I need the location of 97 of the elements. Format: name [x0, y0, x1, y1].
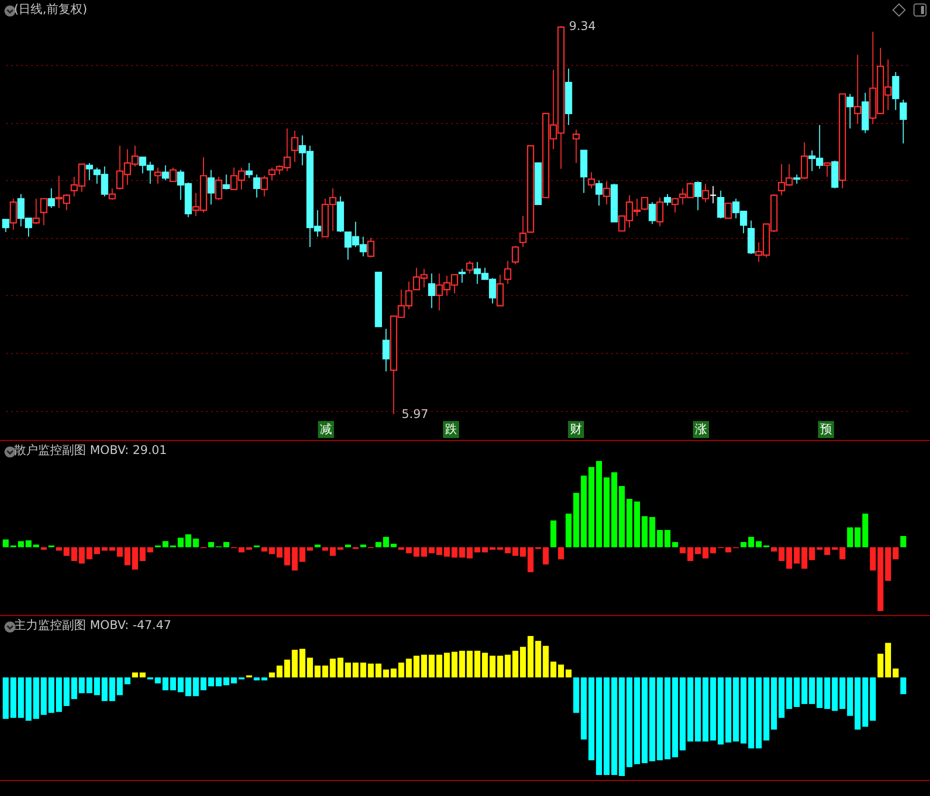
candlestick [824, 162, 831, 178]
bar [611, 677, 618, 776]
candlestick [846, 93, 854, 129]
bar [900, 536, 906, 548]
candlestick [572, 129, 580, 164]
bar [345, 544, 351, 548]
bar [558, 547, 564, 560]
candlestick [382, 328, 390, 372]
bar [718, 677, 724, 744]
candlestick [367, 237, 374, 258]
bar [185, 534, 192, 548]
bar [862, 514, 868, 548]
bar [573, 677, 580, 713]
candlestick [246, 162, 253, 178]
candlestick [603, 180, 610, 205]
candlestick [710, 186, 717, 204]
bar [680, 547, 686, 554]
bar [2, 677, 9, 719]
bar [900, 677, 906, 694]
bar [147, 547, 154, 552]
bar [611, 472, 618, 548]
candlestick [512, 245, 519, 265]
bar [2, 539, 9, 548]
chart-title: (日线,前复权) [14, 2, 88, 16]
bar [322, 547, 328, 551]
candlestick [648, 202, 656, 225]
bar [870, 677, 876, 721]
candlestick [208, 169, 215, 205]
bar [542, 547, 549, 564]
candlestick [800, 142, 808, 180]
bar [504, 654, 511, 678]
bar [314, 544, 321, 548]
bar [254, 677, 260, 680]
text: 预 [818, 421, 834, 438]
bar [542, 646, 549, 678]
annotation: 5.97 [402, 407, 428, 421]
candlestick [108, 188, 116, 200]
candlestick [641, 196, 648, 211]
candlestick [672, 198, 679, 214]
candlestick [466, 260, 474, 274]
candlestick [694, 180, 702, 211]
text: 减 [318, 421, 334, 438]
candlestick [793, 174, 800, 184]
bar [261, 677, 268, 680]
candlestick [504, 260, 512, 284]
candlestick [664, 194, 672, 206]
candlestick [496, 274, 504, 306]
chart-title: 散户监控副图 MOBV: 29.01 [14, 443, 167, 457]
candlestick [32, 198, 40, 225]
candlestick [86, 162, 93, 181]
bar [185, 677, 192, 696]
candlestick [519, 215, 527, 248]
annotation: 9.34 [568, 19, 596, 33]
text: 跌 [443, 421, 459, 438]
text: 涨 [693, 421, 709, 438]
candlestick [10, 198, 17, 230]
candlestick [724, 202, 732, 219]
candlestick [40, 198, 48, 226]
bar [360, 662, 366, 678]
bar [398, 547, 404, 550]
bar [40, 547, 47, 550]
bar [649, 517, 656, 548]
candlestick [48, 188, 55, 208]
candlestick [428, 273, 436, 309]
candlestick [170, 167, 177, 182]
bar [292, 650, 298, 678]
candlestick [253, 174, 260, 198]
bar [223, 542, 230, 548]
bar [862, 677, 868, 727]
bar [756, 541, 762, 548]
chart-title: 主力监控副图 MOBV: -47.47 [14, 618, 172, 632]
bar [40, 677, 47, 715]
bar [292, 547, 298, 570]
candlestick [656, 197, 664, 227]
candlestick [900, 99, 907, 144]
bar [649, 677, 656, 762]
candlestick [162, 164, 170, 181]
candlestick [717, 190, 724, 219]
bar [192, 538, 199, 548]
candlestick [892, 72, 900, 111]
candlestick [222, 174, 230, 190]
bar [398, 662, 404, 678]
candlestick [215, 176, 222, 200]
bar [504, 547, 511, 554]
candlestick [595, 180, 603, 206]
candlestick [588, 172, 595, 189]
bar [550, 520, 556, 548]
candlestick [854, 54, 862, 124]
candlestick [154, 167, 162, 184]
bar [360, 544, 366, 548]
candlestick [458, 268, 466, 284]
candlestick [2, 218, 10, 233]
candlestick [291, 130, 298, 162]
bar [756, 677, 762, 748]
candlestick [702, 183, 710, 203]
candlestick [260, 175, 268, 197]
text: 财 [568, 421, 584, 438]
